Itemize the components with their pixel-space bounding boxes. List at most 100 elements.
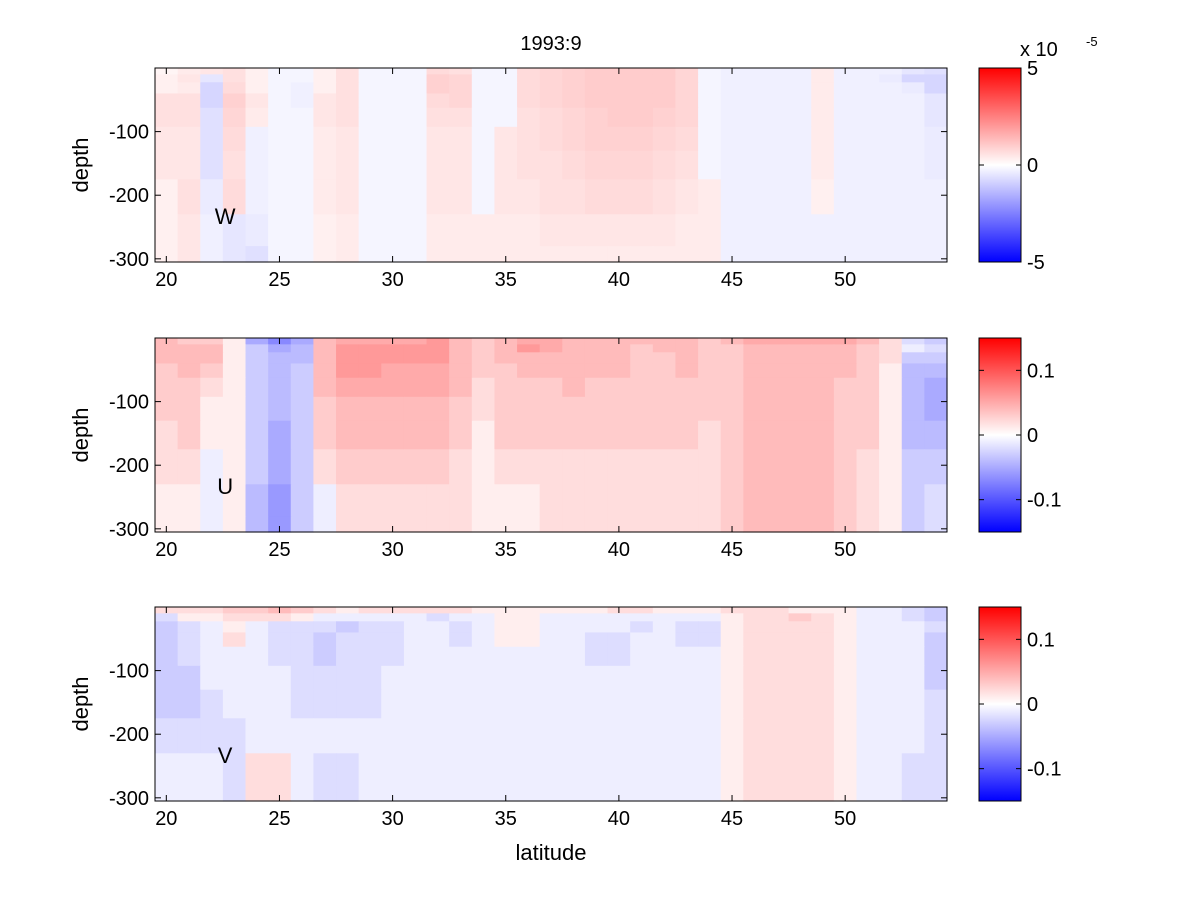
heatmap-cell bbox=[268, 785, 292, 802]
heatmap-cell bbox=[698, 607, 722, 614]
heatmap-cell bbox=[765, 150, 790, 180]
heatmap-cell bbox=[607, 126, 631, 152]
heatmap-cell bbox=[222, 632, 247, 648]
heatmap-cell bbox=[268, 82, 292, 95]
heatmap-cell bbox=[539, 613, 563, 622]
heatmap-cell bbox=[811, 607, 835, 614]
heatmap-cell bbox=[924, 214, 948, 247]
heatmap-cell bbox=[811, 621, 835, 634]
heatmap-cell bbox=[856, 352, 880, 365]
heatmap-cell bbox=[245, 338, 269, 345]
heatmap-cell bbox=[517, 613, 541, 622]
heatmap-cell bbox=[200, 621, 224, 634]
heatmap-cell bbox=[336, 377, 360, 398]
heatmap-cell bbox=[290, 352, 314, 365]
heatmap-cell bbox=[336, 363, 360, 379]
heatmap-cell bbox=[811, 150, 835, 180]
heatmap-cell bbox=[426, 352, 450, 365]
heatmap-cell bbox=[268, 621, 292, 634]
heatmap-cell bbox=[403, 352, 428, 365]
heatmap-cell bbox=[177, 396, 201, 422]
heatmap-cell bbox=[652, 646, 677, 667]
heatmap-cell bbox=[336, 74, 360, 83]
heatmap-cell bbox=[901, 646, 925, 667]
heatmap-cell bbox=[471, 632, 496, 648]
heatmap-cell bbox=[584, 689, 609, 719]
heatmap-cell bbox=[336, 613, 360, 622]
heatmap-cell bbox=[630, 689, 654, 719]
heatmap-cell bbox=[788, 689, 812, 719]
heatmap-cell bbox=[222, 344, 247, 353]
heatmap-cell bbox=[290, 338, 314, 345]
heatmap-cell bbox=[833, 665, 858, 691]
heatmap-cell bbox=[200, 74, 224, 83]
heatmap-cell bbox=[517, 126, 541, 152]
heatmap-cell bbox=[743, 632, 767, 648]
heatmap-cell bbox=[879, 753, 903, 786]
heatmap-cell bbox=[403, 246, 428, 263]
heatmap-cell bbox=[177, 179, 201, 215]
heatmap-cell bbox=[268, 107, 292, 128]
heatmap-cell bbox=[290, 396, 314, 422]
heatmap-cell bbox=[607, 420, 631, 450]
heatmap-cell bbox=[630, 150, 654, 180]
heatmap-cell bbox=[901, 396, 925, 422]
figure-title: 1993:9 bbox=[520, 33, 581, 55]
heatmap-cell bbox=[698, 516, 722, 533]
y-tick-label: -300 bbox=[109, 788, 149, 810]
heatmap-cell bbox=[833, 613, 858, 622]
heatmap-cell bbox=[584, 396, 609, 422]
heatmap-cell bbox=[652, 377, 677, 398]
heatmap-cell bbox=[517, 338, 541, 345]
heatmap-cell bbox=[449, 93, 473, 109]
heatmap-cell bbox=[449, 363, 473, 379]
heatmap-cell bbox=[607, 646, 631, 667]
heatmap-cell bbox=[471, 93, 496, 109]
heatmap-cell bbox=[901, 718, 925, 754]
heatmap-cell bbox=[245, 689, 269, 719]
heatmap-cell bbox=[449, 689, 473, 719]
heatmap-cell bbox=[200, 150, 224, 180]
heatmap-cell bbox=[584, 484, 609, 517]
heatmap-cell bbox=[449, 613, 473, 622]
heatmap-cell bbox=[155, 150, 179, 180]
heatmap-cell bbox=[833, 214, 858, 247]
heatmap-cell bbox=[788, 613, 812, 622]
heatmap-cell bbox=[652, 93, 677, 109]
heatmap-cell bbox=[788, 150, 812, 180]
y-axis-label: depth bbox=[68, 676, 93, 731]
heatmap-cell bbox=[381, 646, 405, 667]
heatmap-cell bbox=[924, 352, 948, 365]
heatmap-cell bbox=[222, 613, 247, 622]
heatmap-cell bbox=[403, 344, 428, 353]
heatmap-cell bbox=[652, 665, 677, 691]
heatmap-cell bbox=[675, 338, 699, 345]
heatmap-cell bbox=[290, 214, 314, 247]
heatmap-cell bbox=[856, 377, 880, 398]
heatmap-cell bbox=[313, 516, 337, 533]
heatmap-cell bbox=[743, 484, 767, 517]
heatmap-cell bbox=[788, 214, 812, 247]
heatmap-cell bbox=[336, 516, 360, 533]
heatmap-cell bbox=[336, 449, 360, 485]
heatmap-cell bbox=[607, 396, 631, 422]
heatmap-cell bbox=[901, 613, 925, 622]
heatmap-cell bbox=[675, 352, 699, 365]
heatmap-cell bbox=[336, 93, 360, 109]
heatmap-cell bbox=[788, 396, 812, 422]
heatmap-cell bbox=[245, 516, 269, 533]
colorbar bbox=[979, 338, 1021, 532]
heatmap-cell bbox=[471, 613, 496, 622]
heatmap-cell bbox=[743, 396, 767, 422]
heatmap-cell bbox=[607, 516, 631, 533]
heatmap-cell bbox=[290, 377, 314, 398]
y-axis-label: depth bbox=[68, 407, 93, 462]
heatmap-cell bbox=[743, 74, 767, 83]
heatmap-cell bbox=[471, 516, 496, 533]
heatmap-cell bbox=[471, 484, 496, 517]
heatmap-cell bbox=[200, 344, 224, 353]
heatmap-cell bbox=[675, 516, 699, 533]
heatmap-cell bbox=[788, 718, 812, 754]
heatmap-cell bbox=[403, 363, 428, 379]
y-tick-label: -300 bbox=[109, 249, 149, 271]
